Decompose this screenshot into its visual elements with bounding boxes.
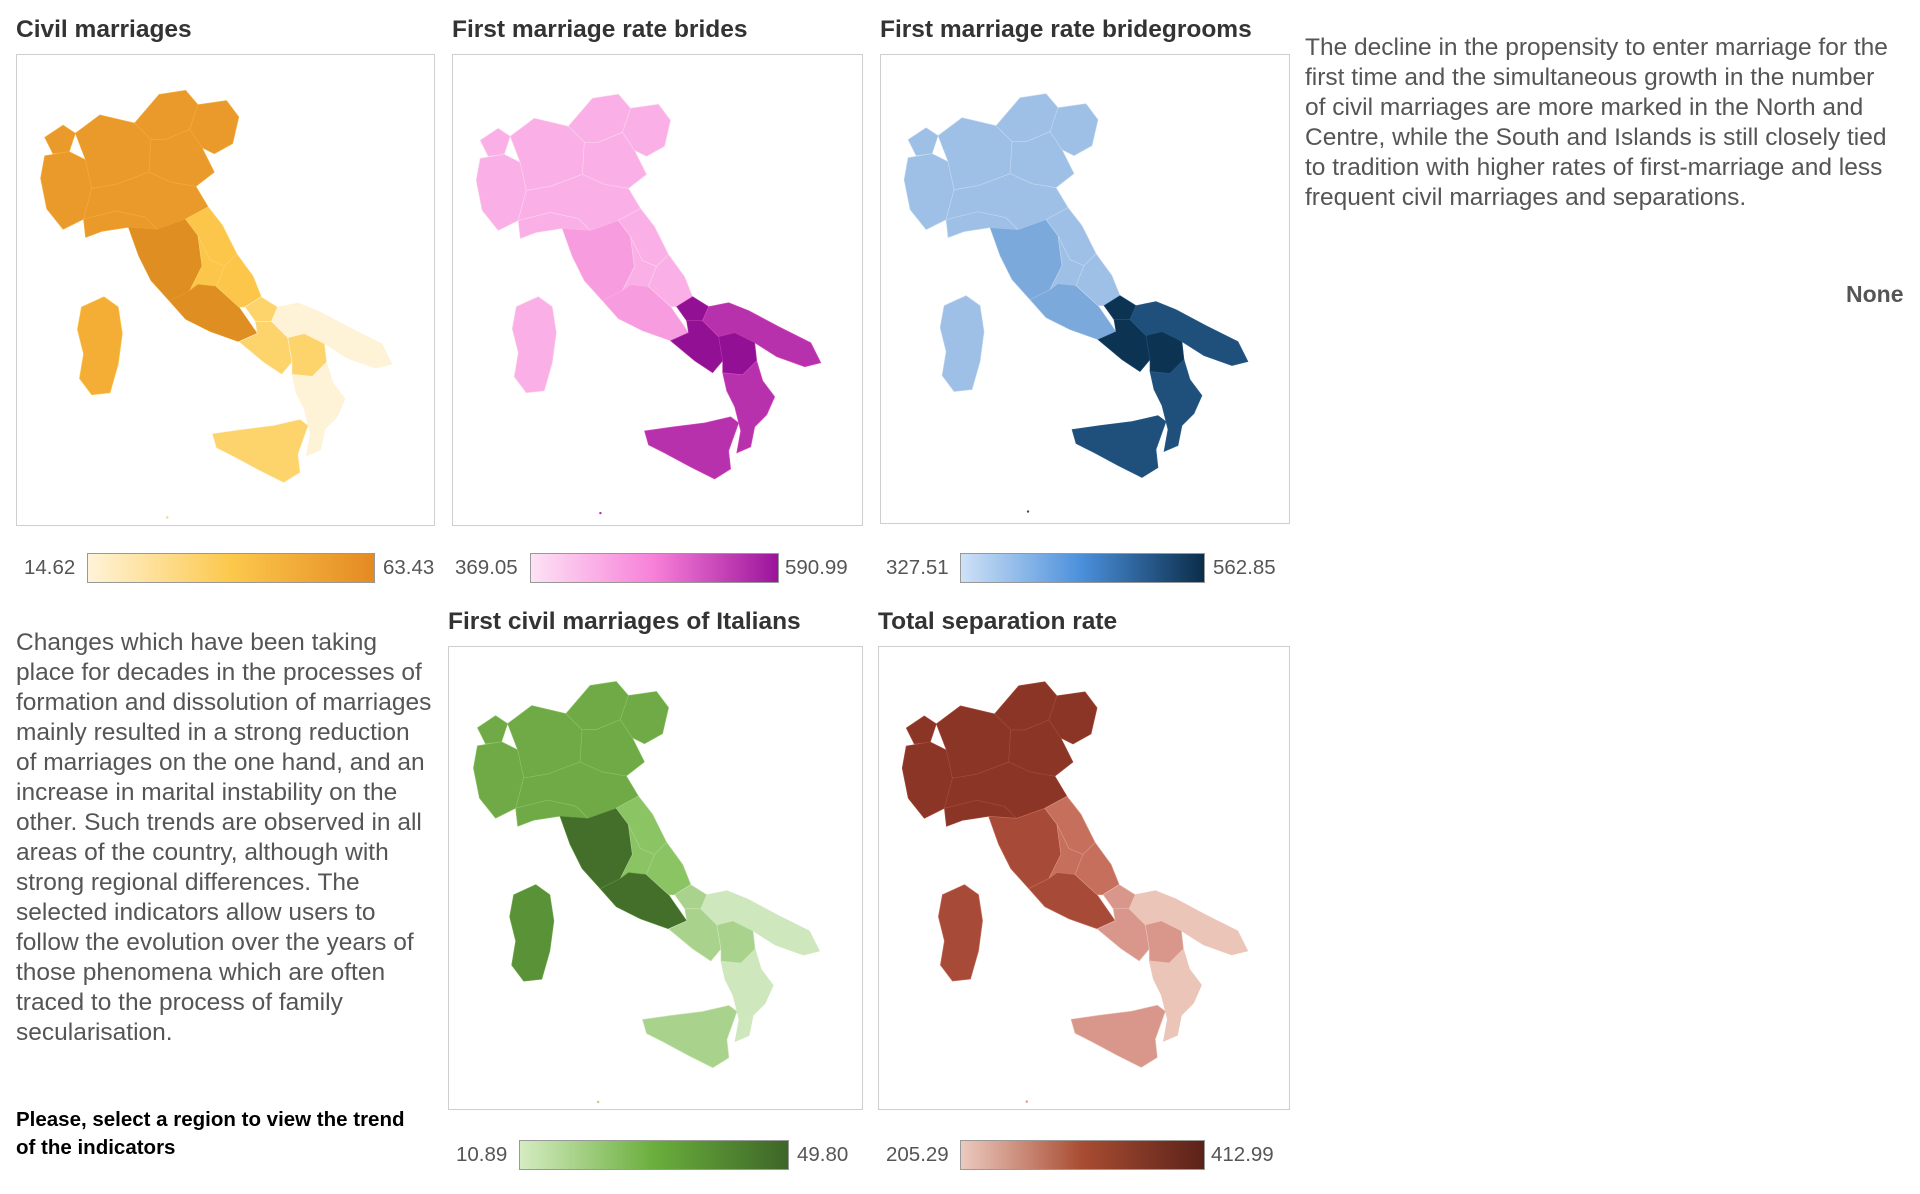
region-sicily[interactable] [211,419,309,484]
description-paragraph: Changes which have been taking place for… [16,629,432,1046]
region-friuli[interactable] [1049,103,1099,157]
panel-title-first-civil-marriages: First civil marriages of Italians [448,608,801,635]
legend-brides: 369.05 590.99 [452,553,864,585]
region-aosta[interactable] [905,715,937,745]
region-friuli[interactable] [189,100,240,155]
panel-title-brides: First marriage rate brides [452,16,748,43]
legend-gradient-bar [87,553,375,583]
region-lazio[interactable] [601,284,690,342]
small-island-0 [1122,425,1127,430]
legend-separation-rate: 205.29 412.99 [878,1140,1292,1172]
region-aosta[interactable] [907,127,939,156]
region-friuli[interactable] [1048,691,1098,745]
small-island-1 [166,516,169,519]
region-calabria[interactable] [722,360,776,454]
panel-title-bridegrooms: First marriage rate bridegrooms [880,16,1252,43]
legend-bridegrooms: 327.51 562.85 [880,553,1292,585]
region-sardinia[interactable] [511,296,557,394]
legend-min: 14.62 [24,556,76,579]
legend-max: 49.80 [797,1143,849,1166]
region-friuli[interactable] [619,691,669,745]
italy-map-svg [475,93,822,515]
region-calabria[interactable] [720,948,774,1043]
region-sardinia[interactable] [938,884,983,982]
region-sicily[interactable] [644,416,740,480]
region-calabria[interactable] [291,361,346,457]
italy-map-svg [40,90,393,519]
small-island-1 [1026,510,1030,513]
legend-max: 590.99 [785,556,848,579]
legend-max: 562.85 [1213,556,1276,579]
legend-civil-marriages: 14.62 63.43 [16,553,436,585]
legend-min: 327.51 [886,556,949,579]
region-aosta[interactable] [44,124,76,155]
italy-map-svg [901,681,1249,1103]
legend-gradient-bar [519,1140,789,1170]
legend-gradient-bar [960,1140,1205,1170]
italy-map-svg [903,93,1249,513]
region-sardinia[interactable] [939,295,985,392]
region-sardinia[interactable] [509,884,555,982]
map-separation-rate[interactable] [878,646,1290,1110]
map-bridegrooms[interactable] [880,54,1290,524]
legend-min: 369.05 [455,556,518,579]
legend-first-civil-marriages: 10.89 49.80 [448,1140,863,1172]
region-sicily[interactable] [642,1005,738,1069]
region-sicily[interactable] [1071,415,1167,478]
map-first-civil-marriages[interactable] [448,646,863,1110]
panel-title-civil-marriages: Civil marriages [16,16,192,43]
region-aosta[interactable] [479,127,511,157]
small-island-1 [599,511,602,515]
small-island-0 [694,426,699,431]
region-calabria[interactable] [1149,359,1203,453]
legend-min: 10.89 [456,1143,508,1166]
region-friuli[interactable] [622,103,671,157]
region-aosta[interactable] [477,715,508,745]
map-civil-marriages[interactable] [16,54,435,526]
small-island-0 [692,1015,697,1020]
small-island-0 [263,429,268,434]
map-brides[interactable] [452,54,863,526]
italy-map-svg [473,681,820,1104]
small-island-0 [1121,1015,1126,1020]
legend-gradient-bar [960,553,1205,583]
legend-max: 63.43 [383,556,435,579]
region-lazio[interactable] [1029,283,1117,340]
panel-title-separation-rate: Total separation rate [878,608,1118,635]
intro-paragraph: The decline in the propensity to enter m… [1305,34,1888,211]
legend-max: 412.99 [1211,1143,1274,1166]
small-island-1 [596,1100,600,1104]
selected-region-label: None [1846,281,1904,307]
region-lazio[interactable] [599,872,688,930]
region-lazio[interactable] [1028,872,1116,930]
region-sardinia[interactable] [77,296,123,396]
region-calabria[interactable] [1148,948,1202,1042]
select-region-instruction: Please, select a region to view the tren… [16,1108,405,1159]
region-lazio[interactable] [168,284,258,343]
small-island-1 [1025,1100,1028,1103]
legend-min: 205.29 [886,1143,949,1166]
region-sicily[interactable] [1070,1004,1166,1068]
legend-gradient-bar [530,553,779,583]
